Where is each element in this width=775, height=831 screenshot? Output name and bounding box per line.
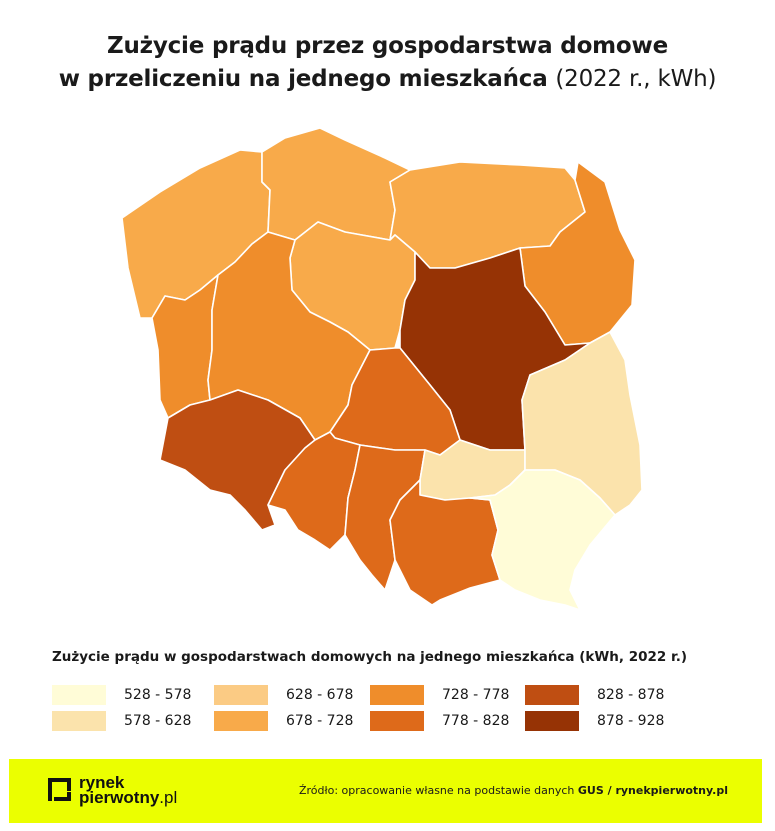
legend-label: 578 - 628 — [124, 713, 192, 729]
source-prefix: Źródło: opracowanie własne na podstawie … — [298, 784, 575, 797]
legend-swatch — [370, 711, 424, 731]
legend-label: 728 - 778 — [442, 687, 510, 703]
legend-item: 778 - 828 — [370, 710, 509, 732]
legend-item: 828 - 878 — [525, 684, 664, 706]
logo-mark-icon — [48, 778, 71, 801]
legend-label: 828 - 878 — [597, 687, 665, 703]
legend-swatch — [525, 685, 579, 705]
source-note: Źródło: opracowanie własne na podstawie … — [299, 784, 728, 797]
legend-swatch — [370, 685, 424, 705]
brand-logo[interactable]: rynek pierwotny.pl — [47, 773, 178, 807]
logo-tld: .pl — [159, 788, 178, 807]
legend-title: Zużycie prądu w gospodarstwach domowych … — [52, 649, 688, 665]
logo-name: pierwotny — [79, 788, 160, 807]
poland-voivodeship-map — [121, 127, 643, 611]
legend-label: 778 - 828 — [442, 713, 510, 729]
region-pomorskie — [261, 127, 411, 241]
legend-item: 678 - 728 — [214, 710, 353, 732]
title-line-1: Zużycie prądu przez gospodarstwa domowe — [106, 33, 668, 59]
source-bold: GUS / rynekpierwotny.pl — [577, 784, 728, 797]
logo-line-2: pierwotny.pl — [79, 788, 178, 807]
title-line-2-main: w przeliczeniu na jednego mieszkańca — [58, 66, 548, 92]
footer-bar: rynek pierwotny.pl Źródło: opracowanie w… — [9, 759, 762, 823]
legend-item: 578 - 628 — [52, 710, 191, 732]
legend-label: 628 - 678 — [286, 687, 354, 703]
legend-swatch — [214, 685, 268, 705]
legend-label: 678 - 728 — [286, 713, 354, 729]
region-podkarpackie — [469, 469, 616, 611]
legend: 528 - 578 578 - 628 628 - 678 678 - 728 … — [52, 684, 752, 744]
legend-swatch — [52, 711, 106, 731]
region-opolskie — [267, 431, 361, 551]
legend-swatch — [525, 711, 579, 731]
legend-label: 528 - 578 — [124, 687, 192, 703]
legend-item: 728 - 778 — [370, 684, 509, 706]
legend-swatch — [52, 685, 106, 705]
legend-item: 528 - 578 — [52, 684, 191, 706]
legend-item: 628 - 678 — [214, 684, 353, 706]
chart-title: Zużycie prądu przez gospodarstwa domowe … — [0, 30, 775, 96]
legend-swatch — [214, 711, 268, 731]
legend-label: 878 - 928 — [597, 713, 665, 729]
legend-item: 878 - 928 — [525, 710, 664, 732]
logo-wordmark: rynek pierwotny.pl — [79, 773, 178, 807]
logo-line-1: rynek — [79, 773, 125, 792]
title-line-2: w przeliczeniu na jednego mieszkańca (20… — [0, 63, 775, 96]
title-line-2-suffix: (2022 r., kWh) — [555, 66, 717, 92]
